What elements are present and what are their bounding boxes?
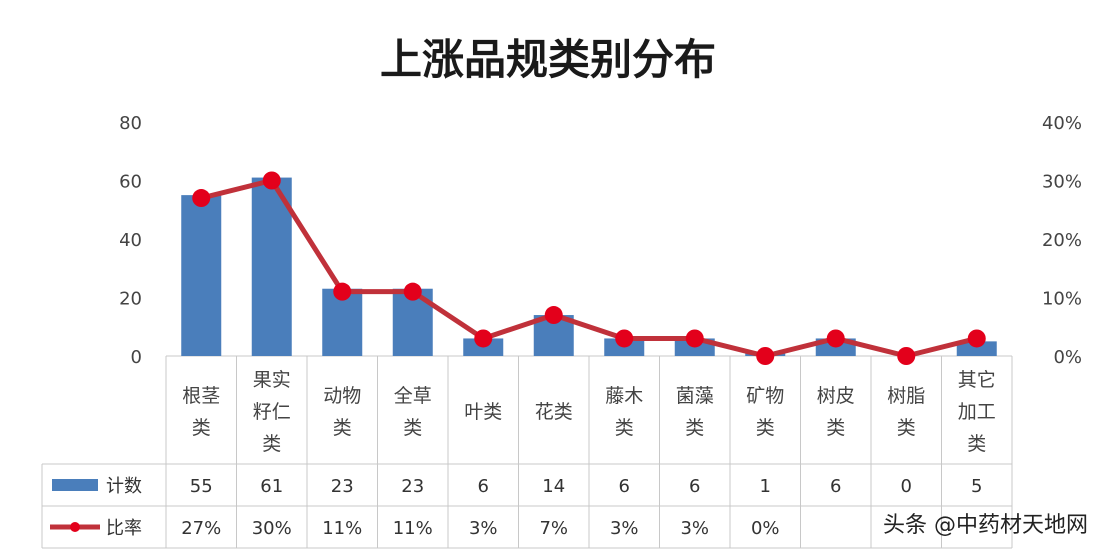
bar: [251, 177, 292, 356]
table-cell-ratio: 7%: [539, 518, 568, 539]
watermark: 头条 @中药材天地网: [883, 513, 1088, 538]
table-cell-count: 1: [760, 476, 771, 497]
category-label: 全草类: [394, 385, 432, 439]
ratio-point: [615, 329, 634, 348]
table-cell-count: 14: [542, 476, 565, 497]
category-label: 叶类: [464, 401, 502, 423]
category-label: 藤木类: [605, 385, 643, 439]
ratio-point: [474, 329, 493, 348]
table-cell-ratio: 3%: [680, 518, 709, 539]
table-cell-ratio: 11%: [322, 518, 362, 539]
right-tick-label: 40%: [1042, 113, 1082, 134]
table-cell-count: 23: [331, 476, 354, 497]
right-axis-ticks: 0% 10% 20% 30% 40%: [1042, 113, 1082, 368]
table-cell-count: 6: [478, 476, 489, 497]
table-cell-count: 5: [971, 476, 982, 497]
right-tick-label: 30%: [1042, 172, 1082, 193]
ratio-point: [967, 329, 986, 348]
left-tick-label: 20: [119, 289, 142, 310]
table-cell-count: 6: [689, 476, 700, 497]
table-cell-count: 55: [190, 476, 213, 497]
legend-key-bar: [52, 479, 98, 491]
ratio-point: [756, 347, 775, 365]
ratio-point: [685, 329, 704, 348]
category-label: 果实籽仁类: [253, 369, 291, 455]
ratio-point: [262, 171, 281, 190]
bar: [956, 341, 997, 356]
table-cell-ratio: 27%: [181, 518, 221, 539]
ratio-point: [544, 306, 563, 325]
left-tick-label: 80: [119, 113, 142, 134]
ratio-point: [192, 189, 211, 208]
legend-label: 比率: [106, 518, 142, 539]
legend-key-marker: [70, 522, 80, 532]
category-label: 树皮类: [817, 385, 855, 439]
table-cell-ratio: 30%: [252, 518, 292, 539]
left-tick-label: 40: [119, 230, 142, 251]
right-tick-label: 10%: [1042, 289, 1082, 310]
left-tick-label: 60: [119, 172, 142, 193]
table-cell-ratio: 11%: [393, 518, 433, 539]
ratio-point: [333, 282, 352, 301]
bar: [181, 195, 222, 356]
table-grid: [41, 355, 1013, 549]
category-label: 树脂类: [887, 385, 925, 439]
category-label: 根茎类: [182, 385, 220, 439]
table-cell-ratio: 3%: [610, 518, 639, 539]
right-tick-label: 0%: [1053, 347, 1082, 368]
table-cell-count: 61: [260, 476, 283, 497]
table-cell-count: 6: [830, 476, 841, 497]
table-cell-count: 0: [901, 476, 912, 497]
chart-title: 上涨品规类别分布: [380, 35, 716, 84]
watermark-text: 头条 @中药材天地网: [883, 513, 1088, 538]
legend-label: 计数: [106, 476, 142, 497]
table-cell-count: 6: [619, 476, 630, 497]
table-cell-ratio: 0%: [751, 518, 780, 539]
right-tick-label: 20%: [1042, 230, 1082, 251]
category-label: 动物类: [323, 385, 361, 439]
ratio-point: [403, 282, 422, 301]
ratio-line: [200, 178, 978, 359]
category-label: 矿物类: [746, 385, 784, 439]
table-cell-count: 23: [401, 476, 424, 497]
category-label: 花类: [535, 401, 573, 423]
category-label: 菌藻类: [676, 385, 714, 439]
left-tick-label: 0: [131, 347, 142, 368]
category-label: 其它加工类: [958, 369, 996, 455]
table-cell-ratio: 3%: [469, 518, 498, 539]
left-axis-ticks: 0 20 40 60 80: [119, 113, 142, 368]
line-series: [192, 171, 986, 365]
ratio-point: [897, 347, 916, 365]
ratio-point: [826, 329, 845, 348]
